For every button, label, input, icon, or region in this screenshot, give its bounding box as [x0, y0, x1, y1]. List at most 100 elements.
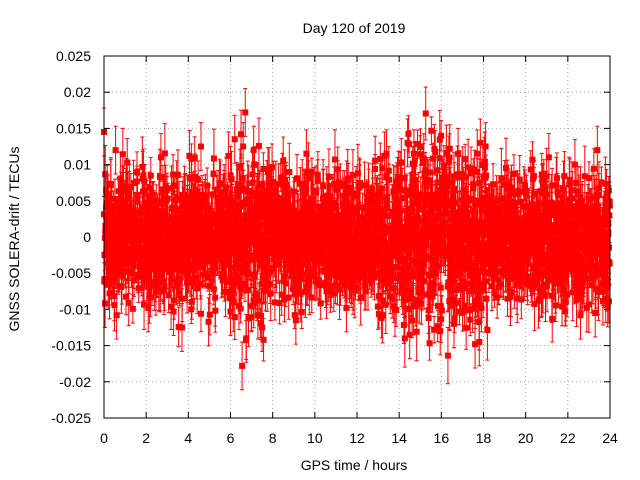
data-point: [308, 168, 315, 175]
data-point: [124, 194, 131, 201]
data-point: [104, 231, 111, 238]
data-point: [285, 294, 292, 301]
data-point: [255, 241, 262, 248]
data-point: [222, 288, 229, 295]
data-point: [102, 171, 109, 178]
data-point: [260, 165, 267, 172]
data-point: [260, 336, 267, 343]
data-point: [234, 193, 241, 200]
data-point: [147, 172, 154, 179]
data-point: [255, 142, 262, 149]
data-point: [267, 290, 274, 297]
data-point: [191, 201, 198, 208]
data-point: [230, 299, 237, 306]
data-point: [105, 198, 112, 205]
data-point: [205, 318, 212, 325]
data-point: [164, 195, 171, 202]
data-point: [236, 213, 243, 220]
data-point: [234, 181, 241, 188]
data-point: [307, 268, 314, 275]
data-point: [185, 269, 192, 276]
data-point: [103, 187, 110, 194]
data-point: [113, 270, 120, 277]
data-point: [211, 259, 218, 266]
data-point: [170, 171, 177, 178]
data-point: [144, 221, 151, 228]
data-point: [267, 281, 274, 288]
data-point: [140, 172, 147, 179]
data-point: [130, 179, 137, 186]
data-point: [297, 180, 304, 187]
data-point: [297, 214, 304, 221]
data-point: [172, 250, 179, 257]
data-point: [191, 259, 198, 266]
data-point: [269, 196, 276, 203]
data-point: [236, 187, 243, 194]
data-point: [147, 260, 154, 267]
data-point: [240, 269, 247, 276]
data-point: [153, 203, 160, 210]
data-point: [115, 262, 122, 269]
data-point: [302, 211, 309, 218]
data-point: [265, 249, 272, 256]
data-point: [228, 265, 235, 272]
data-point: [134, 193, 141, 200]
data-point: [146, 264, 153, 271]
data-point: [129, 305, 136, 312]
data-point: [251, 161, 258, 168]
data-point: [193, 274, 200, 281]
data-point: [141, 301, 148, 308]
data-point: [209, 191, 216, 198]
data-point: [291, 260, 298, 267]
data-point: [212, 307, 219, 314]
data-point: [217, 180, 224, 187]
data-point: [159, 254, 166, 261]
data-point: [179, 295, 186, 302]
data-point: [107, 180, 114, 187]
data-point: [119, 271, 126, 278]
data-point: [294, 175, 301, 182]
data-point: [202, 198, 209, 205]
data-point: [108, 208, 115, 215]
data-point: [176, 196, 183, 203]
data-point: [258, 312, 265, 319]
data-point: [292, 275, 299, 282]
data-point: [140, 273, 147, 280]
data-point: [244, 197, 251, 204]
data-point: [131, 256, 138, 263]
data-point: [270, 179, 277, 186]
data-point: [111, 302, 118, 309]
data-point: [291, 207, 298, 214]
data-point: [266, 218, 273, 225]
data-point: [271, 299, 278, 306]
data-point: [111, 196, 118, 203]
data-point: [252, 222, 259, 229]
data-point: [261, 214, 268, 221]
data-point: [313, 189, 320, 196]
data-point: [266, 182, 273, 189]
data-point: [186, 265, 193, 272]
data-point: [227, 172, 234, 179]
data-point: [188, 195, 195, 202]
data-point: [119, 233, 126, 240]
data-point: [185, 231, 192, 238]
data-point: [314, 177, 321, 184]
data-point: [168, 303, 175, 310]
data-point: [202, 257, 209, 264]
data-point: [118, 254, 125, 261]
data-point: [196, 258, 203, 265]
data-point: [204, 249, 211, 256]
data-point: [272, 186, 279, 193]
data-point: [280, 196, 287, 203]
data-point: [237, 202, 244, 209]
data-point: [260, 192, 267, 199]
data-point: [276, 300, 283, 307]
data-point: [278, 216, 285, 223]
data-point: [179, 267, 186, 274]
data-point: [170, 182, 177, 189]
data-point: [175, 275, 182, 282]
data-point: [228, 236, 235, 243]
data-point: [258, 280, 265, 287]
data-point: [192, 173, 199, 180]
data-point: [155, 199, 162, 206]
